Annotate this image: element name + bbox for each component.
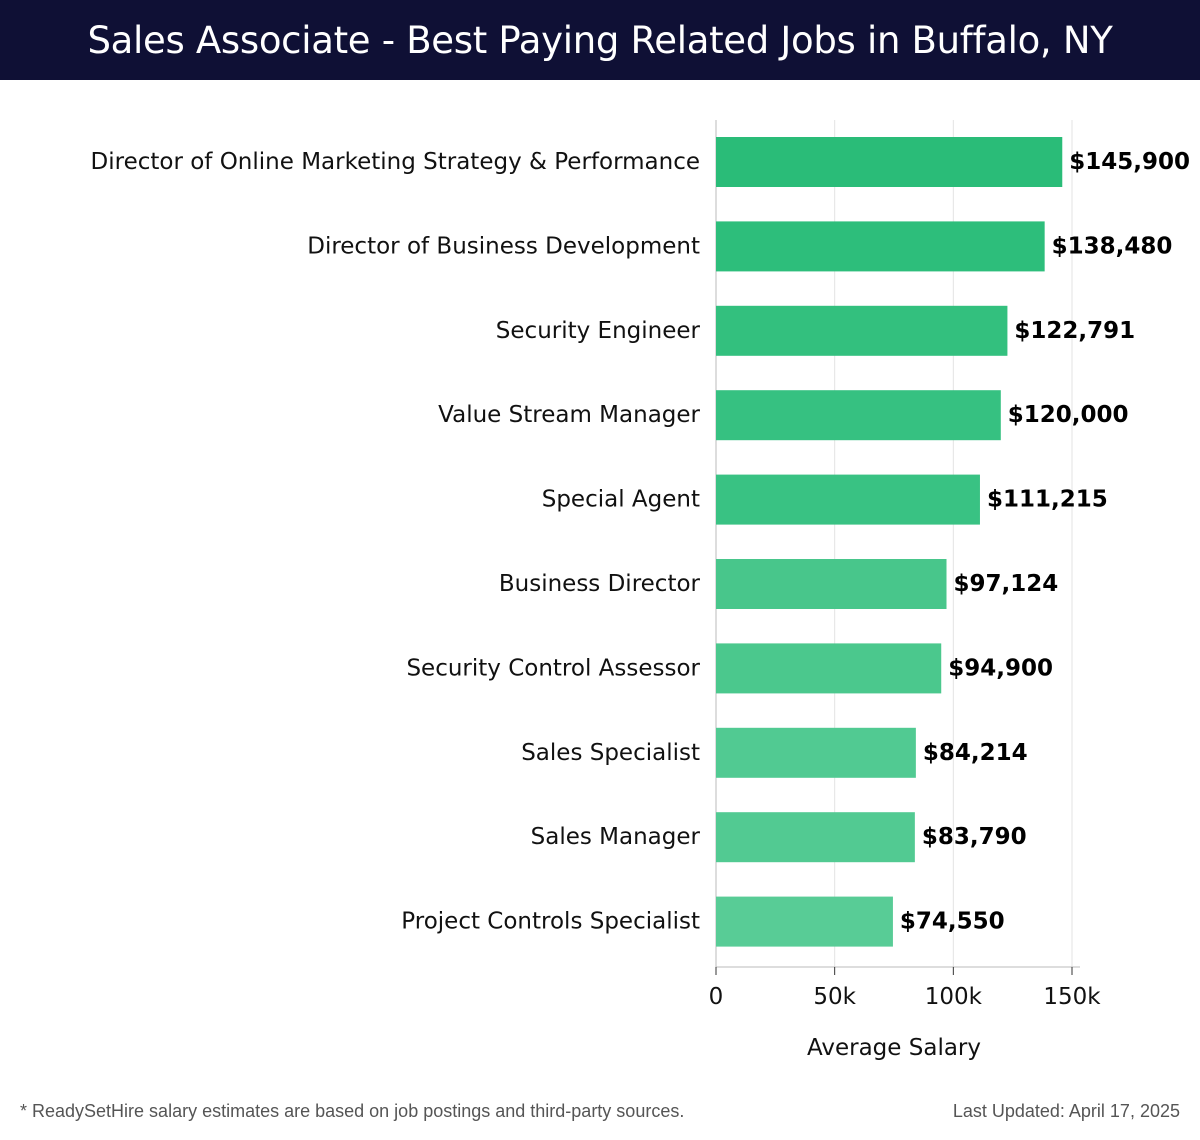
value-label: $122,791 [1014, 318, 1135, 344]
footer-note: * ReadySetHire salary estimates are base… [20, 1101, 685, 1121]
category-label: Security Engineer [496, 318, 701, 344]
bar [716, 390, 1001, 441]
category-label: Project Controls Specialist [401, 909, 700, 935]
chart-title: Sales Associate - Best Paying Related Jo… [87, 18, 1113, 62]
value-label: $74,550 [900, 909, 1005, 935]
value-label: $84,214 [923, 740, 1028, 766]
category-label: Business Director [499, 571, 701, 597]
x-tick-label: 150k [1043, 984, 1101, 1010]
value-label: $138,480 [1052, 233, 1173, 259]
bar [716, 812, 915, 863]
category-label: Sales Manager [531, 824, 701, 850]
bar [716, 727, 916, 778]
category-label: Security Control Assessor [406, 655, 700, 681]
value-label: $111,215 [987, 487, 1108, 513]
value-label: $120,000 [1008, 402, 1129, 428]
x-tick-label: 0 [709, 984, 724, 1010]
bar [716, 474, 980, 525]
chart-header: Sales Associate - Best Paying Related Jo… [0, 0, 1200, 80]
category-label: Special Agent [542, 487, 700, 513]
category-label: Sales Specialist [521, 740, 700, 766]
bar [716, 305, 1008, 356]
category-label: Value Stream Manager [438, 402, 700, 428]
x-tick-label: 50k [813, 984, 856, 1010]
x-tick-label: 100k [925, 984, 983, 1010]
value-label: $94,900 [948, 655, 1053, 681]
salary-bar-chart: Director of Online Marketing Strategy & … [91, 120, 1190, 1061]
bar [716, 221, 1045, 272]
category-label: Director of Business Development [307, 233, 700, 259]
category-label: Director of Online Marketing Strategy & … [91, 149, 700, 175]
bar [716, 559, 947, 609]
value-label: $97,124 [954, 571, 1059, 597]
bar [716, 896, 893, 947]
bar [716, 137, 1063, 187]
value-label: $83,790 [922, 824, 1027, 850]
bar [716, 643, 942, 694]
last-updated: Last Updated: April 17, 2025 [952, 1101, 1180, 1121]
x-axis-title: Average Salary [807, 1035, 981, 1061]
value-label: $145,900 [1069, 149, 1190, 175]
